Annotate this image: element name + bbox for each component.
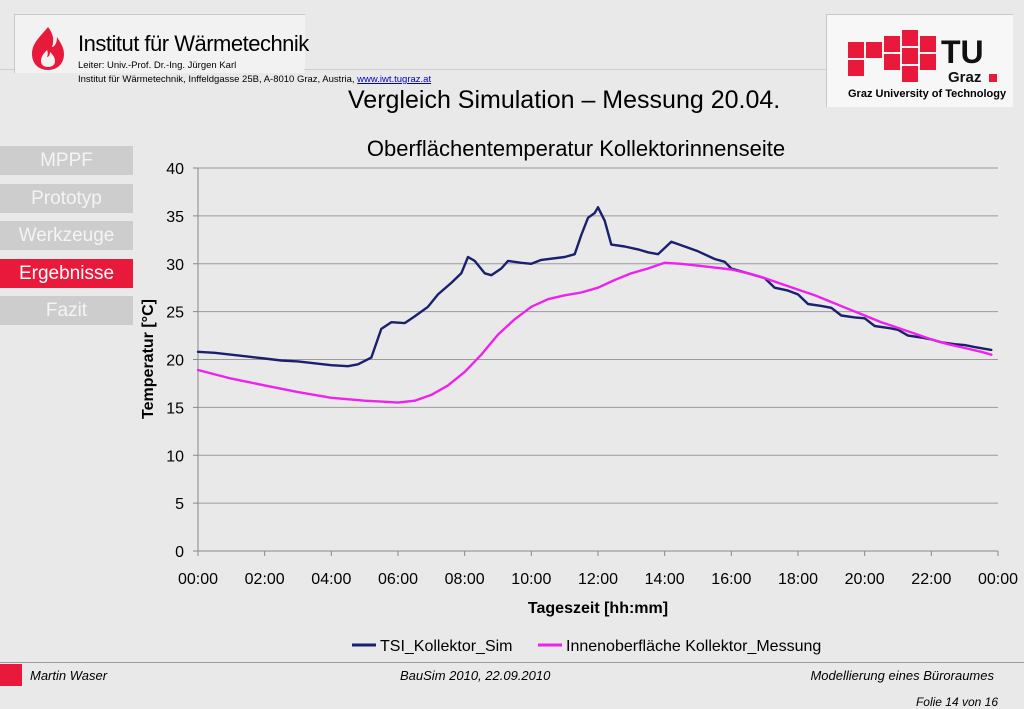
y-tick-label: 35: [166, 209, 184, 226]
footer-topic: Modellierung eines Büroraumes: [810, 668, 994, 683]
institute-name: Institut für Wärmetechnik: [78, 31, 309, 56]
x-tick-label: 18:00: [778, 571, 818, 588]
y-axis-label: Temperatur [°C]: [140, 299, 157, 419]
x-tick-label: 06:00: [378, 571, 418, 588]
flame-logo-icon: [32, 27, 64, 70]
series-line-1: [196, 206, 993, 368]
institute-leader: Leiter: Univ.-Prof. Dr.-Ing. Jürgen Karl: [78, 60, 237, 71]
footer-author: Martin Waser: [30, 668, 108, 683]
x-tick-label: 20:00: [845, 571, 885, 588]
y-tick-label: 20: [166, 353, 184, 370]
legend-label-2: Innenoberfläche Kollektor_Messung: [566, 638, 821, 655]
chart-legend: TSI_Kollektor_Sim Innenoberfläche Kollekt…: [352, 638, 821, 655]
tu-logo-text: TU: [941, 34, 984, 70]
x-tick-label: 08:00: [445, 571, 485, 588]
series-line-2: [196, 261, 993, 404]
x-tick-label: 22:00: [911, 571, 951, 588]
x-tick-label: 10:00: [511, 571, 551, 588]
tu-graz-logo: TU Graz: [848, 30, 997, 86]
nav-item-mppf[interactable]: MPPF: [0, 146, 133, 175]
footer-event: BauSim 2010, 22.09.2010: [400, 668, 551, 683]
graz-logo-text: Graz: [948, 69, 981, 86]
x-tick-label: 16:00: [711, 571, 751, 588]
university-name: Graz University of Technology: [848, 88, 1007, 100]
legend-label-1: TSI_Kollektor_Sim: [380, 638, 513, 655]
header-rule-left: [0, 69, 14, 70]
institute-header-box: [14, 14, 305, 73]
footer-accent-square: [0, 664, 22, 686]
x-axis-label: Tageszeit [hh:mm]: [528, 600, 668, 617]
y-axis-ticks: 0 5 10 15 20 25 30 35 40: [166, 161, 198, 561]
nav-item-werkzeuge[interactable]: Werkzeuge: [0, 221, 133, 250]
chart-series: [196, 206, 993, 404]
x-tick-label: 12:00: [578, 571, 618, 588]
nav-item-ergebnisse[interactable]: Ergebnisse: [0, 259, 133, 288]
x-tick-label: 04:00: [311, 571, 351, 588]
chart-title: Oberflächentemperatur Kollektorinnenseit…: [367, 136, 785, 161]
footer-rule: [0, 662, 1024, 663]
footer-page-number: Folie 14 von 16: [915, 695, 998, 709]
x-tick-label: 14:00: [645, 571, 685, 588]
y-tick-label: 30: [166, 257, 184, 274]
y-tick-label: 0: [175, 544, 184, 561]
institute-address-line: Institut für Wärmetechnik, Inffeldgasse …: [78, 74, 431, 85]
y-tick-label: 40: [166, 161, 184, 178]
chart-grid: [198, 167, 998, 504]
y-tick-label: 25: [166, 305, 184, 322]
x-tick-label: 00:00: [178, 571, 218, 588]
x-tick-label: 02:00: [245, 571, 285, 588]
institute-website-link[interactable]: www.iwt.tugraz.at: [357, 74, 432, 85]
x-tick-label: 00:00: [978, 571, 1018, 588]
nav-item-prototyp[interactable]: Prototyp: [0, 184, 133, 213]
y-tick-label: 10: [166, 448, 184, 465]
y-tick-label: 15: [166, 400, 184, 417]
header-rule-middle: [304, 69, 826, 70]
y-tick-label: 5: [175, 496, 184, 513]
slide-title: Vergleich Simulation – Messung 20.04.: [348, 86, 781, 114]
x-axis-ticks: 00:00 02:00 04:00 06:00 08:00 10:00 12:00 14:00…: [178, 551, 1018, 588]
institute-address: Institut für Wärmetechnik, Inffeldgasse …: [78, 74, 355, 85]
nav-item-fazit[interactable]: Fazit: [0, 296, 133, 325]
